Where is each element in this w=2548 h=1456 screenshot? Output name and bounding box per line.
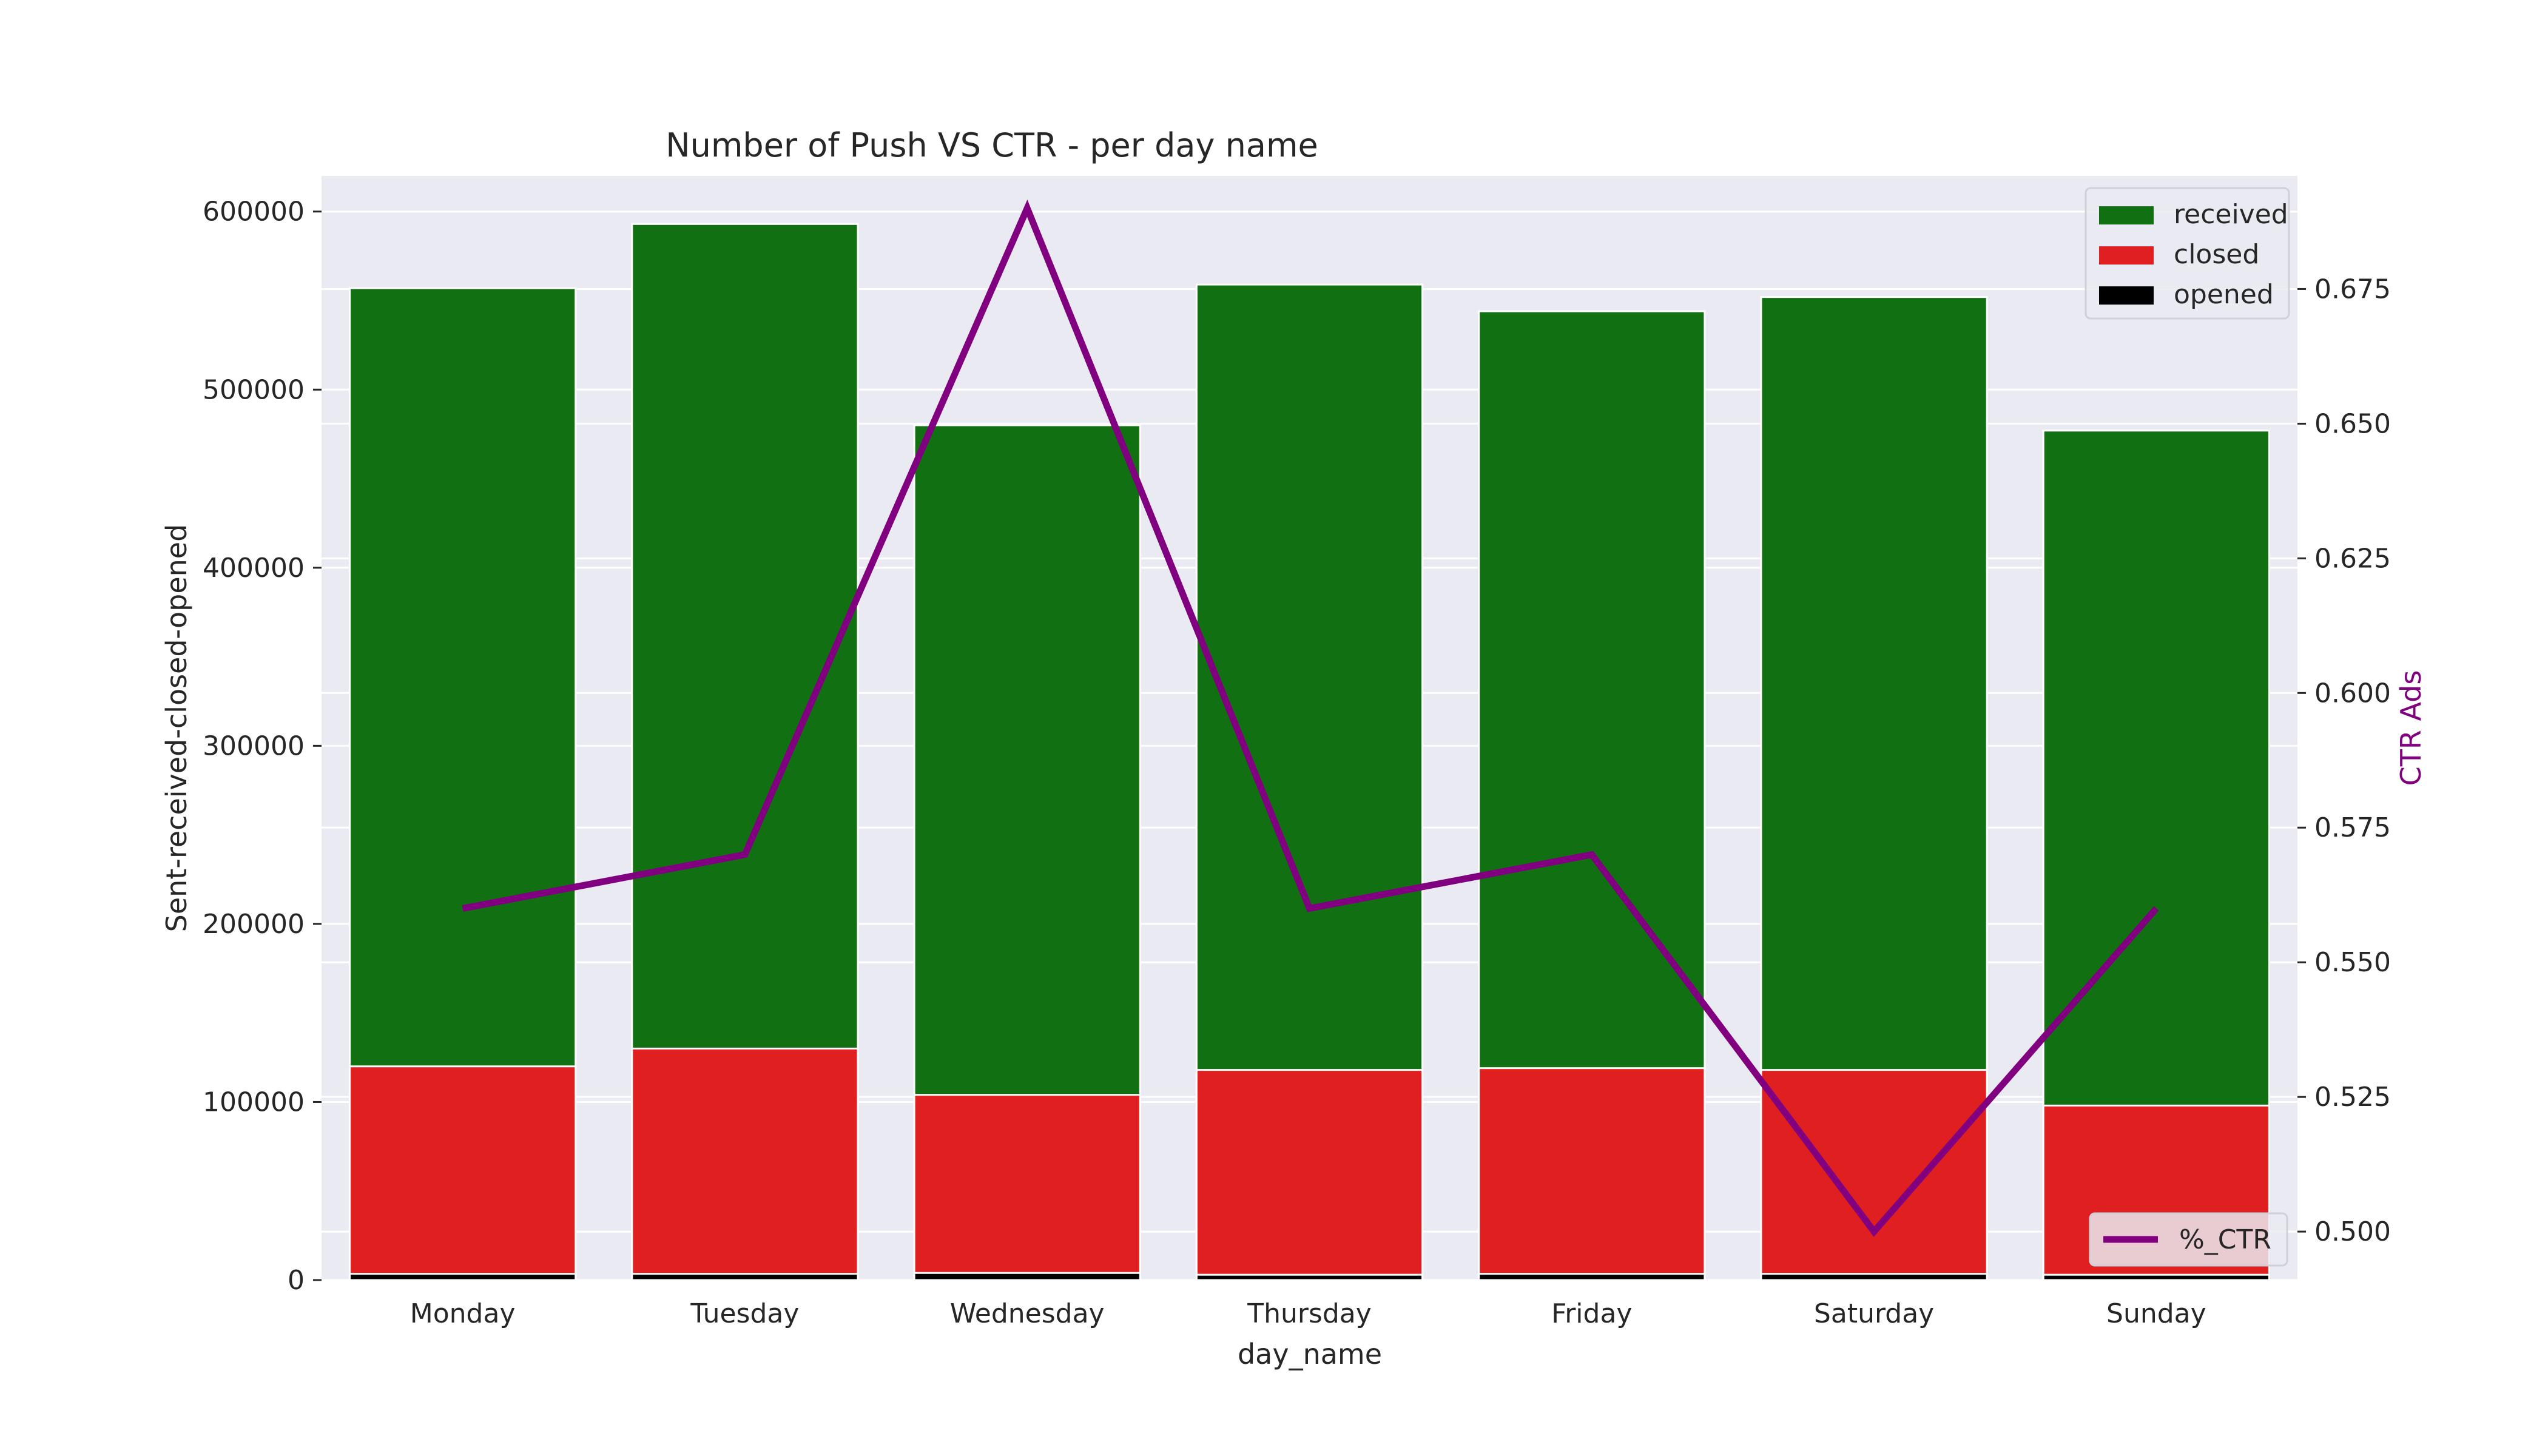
y2-tick-label: 0.550 [2314,947,2391,978]
bar-series [349,223,2270,1281]
bar-closed-tuesday [631,1047,859,1281]
y-axis-label: Sent-received-closed-opened [160,524,193,932]
y-tick-label: 100000 [203,1087,305,1117]
x-tick-label: Sunday [2106,1298,2206,1329]
x-tick-label: Monday [410,1298,516,1329]
y2-tick-label: 0.575 [2314,812,2391,843]
bar-legend: received closed opened [2085,187,2290,320]
chart-title: Number of Push VS CTR - per day name [666,126,1318,164]
legend-swatch-closed [2099,246,2154,265]
x-tick-label: Tuesday [690,1298,799,1329]
bar-closed-wednesday [913,1094,1141,1281]
right-axis-ticks: 0.500 0.525 0.550 0.575 0.600 0.625 0.650 0.675 [2297,274,2391,1247]
y2-tick-label: 0.625 [2314,543,2391,574]
y-tick-label: 600000 [203,197,305,228]
legend-label-ctr: %_CTR [2179,1224,2271,1255]
y-tick-label: 400000 [203,553,305,584]
y-tick-label: 300000 [203,730,305,761]
y2-tick-label: 0.500 [2314,1216,2391,1247]
x-tick-label: Friday [1551,1298,1632,1329]
bar-opened-friday [1478,1273,1706,1281]
bar-closed-thursday [1195,1069,1424,1281]
x-axis-label: day_name [1238,1338,1382,1370]
y-tick-label: 200000 [203,909,305,940]
y2-axis-label: CTR Ads [2395,670,2427,786]
bar-opened-wednesday [913,1272,1141,1281]
bar-closed-monday [349,1065,577,1281]
y2-tick-label: 0.600 [2314,678,2391,709]
line-legend-frame [2089,1212,2288,1267]
y-tick-label: 500000 [203,374,305,405]
legend-swatch-received [2099,206,2154,224]
legend-swatch-opened [2099,286,2154,305]
y2-tick-label: 0.675 [2314,274,2391,305]
x-tick-label: Saturday [1814,1298,1934,1329]
bar-opened-saturday [1760,1273,1988,1281]
x-axis-ticks: Monday Tuesday Wednesday Thursday Friday Satu… [410,1298,2206,1329]
x-tick-label: Thursday [1247,1298,1372,1329]
legend-label-received: received [2174,199,2288,230]
legend-label-opened: opened [2174,279,2274,310]
ctr-line-series [462,200,2159,1237]
x-tick-label: Wednesday [950,1298,1105,1329]
y2-tick-label: 0.650 [2314,408,2391,439]
bar-opened-sunday [2042,1273,2270,1281]
left-axis-ticks: 0 100000 200000 300000 400000 500000 600000 [203,197,322,1296]
bar-opened-thursday [1195,1273,1424,1281]
y-tick-label: 0 [288,1265,305,1296]
line-legend: %_CTR [2089,1212,2288,1267]
y2-tick-label: 0.525 [2314,1082,2391,1113]
bar-closed-saturday [1760,1069,1988,1281]
bar-closed-friday [1478,1067,1706,1281]
bar-opened-monday [349,1273,577,1281]
legend-label-closed: closed [2174,239,2259,270]
bar-opened-tuesday [631,1273,859,1281]
